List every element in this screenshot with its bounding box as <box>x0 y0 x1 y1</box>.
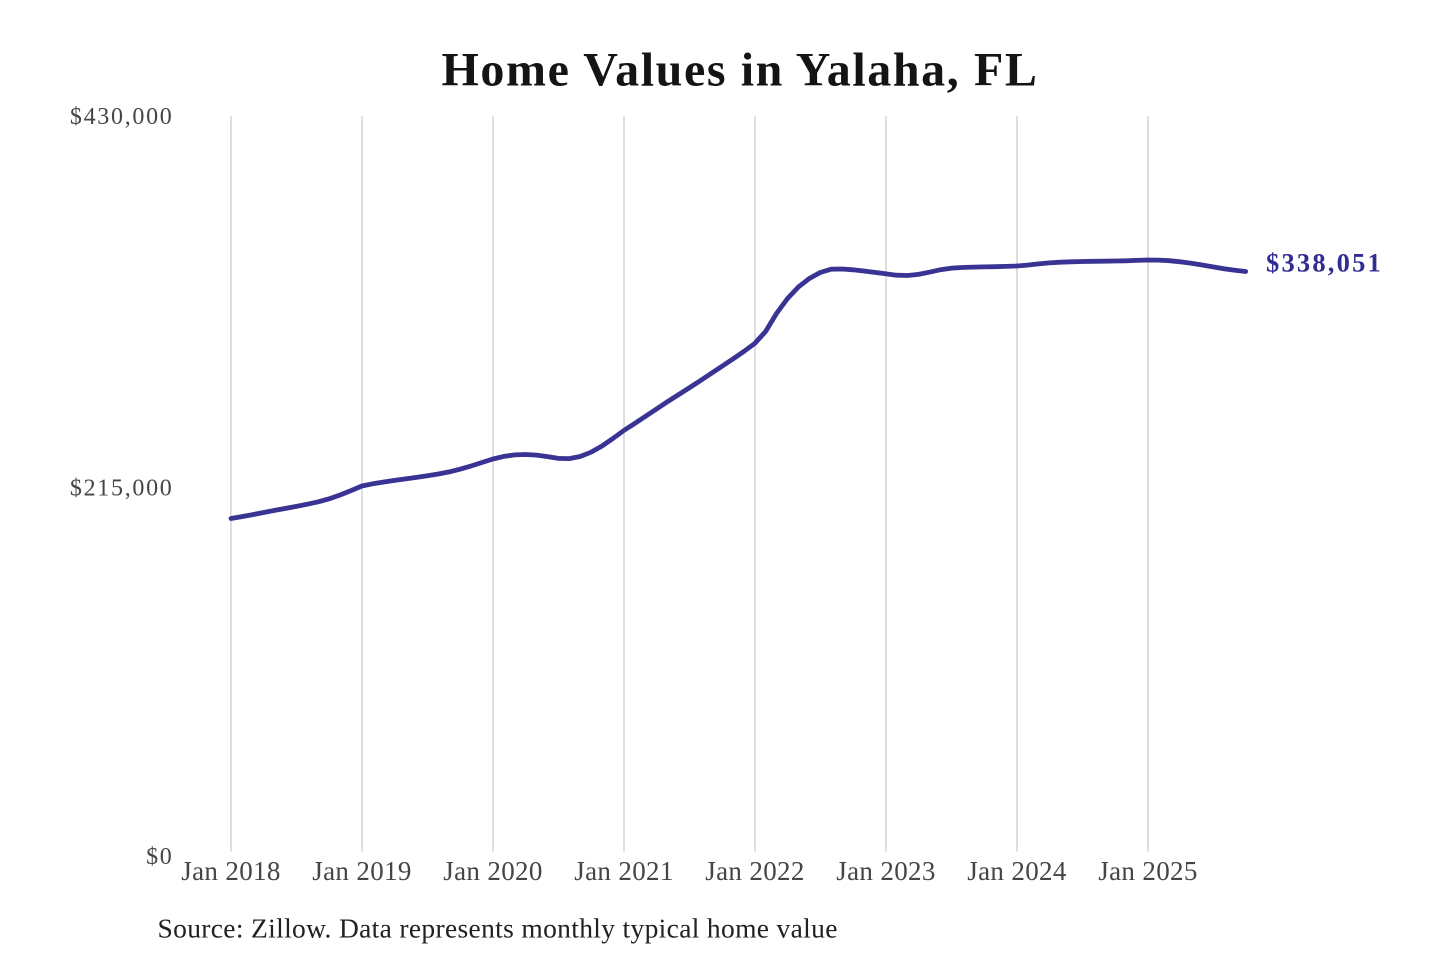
svg-text:Home Values in Yalaha, FL: Home Values in Yalaha, FL <box>442 44 1039 97</box>
svg-text:Jan 2021: Jan 2021 <box>574 856 674 886</box>
svg-text:Jan 2024: Jan 2024 <box>967 856 1067 886</box>
svg-text:$338,051: $338,051 <box>1266 248 1383 278</box>
svg-text:Jan 2025: Jan 2025 <box>1098 856 1198 886</box>
svg-text:$430,000: $430,000 <box>70 104 174 130</box>
svg-text:Jan 2023: Jan 2023 <box>836 856 936 886</box>
svg-text:$215,000: $215,000 <box>70 476 174 502</box>
svg-text:Jan 2020: Jan 2020 <box>443 856 543 886</box>
svg-text:Jan 2022: Jan 2022 <box>705 856 805 886</box>
svg-text:$0: $0 <box>146 844 173 870</box>
svg-text:Jan 2018: Jan 2018 <box>181 856 281 886</box>
svg-text:Jan 2019: Jan 2019 <box>312 856 412 886</box>
svg-text:Source: Zillow. Data represent: Source: Zillow. Data represents monthly … <box>158 913 838 944</box>
